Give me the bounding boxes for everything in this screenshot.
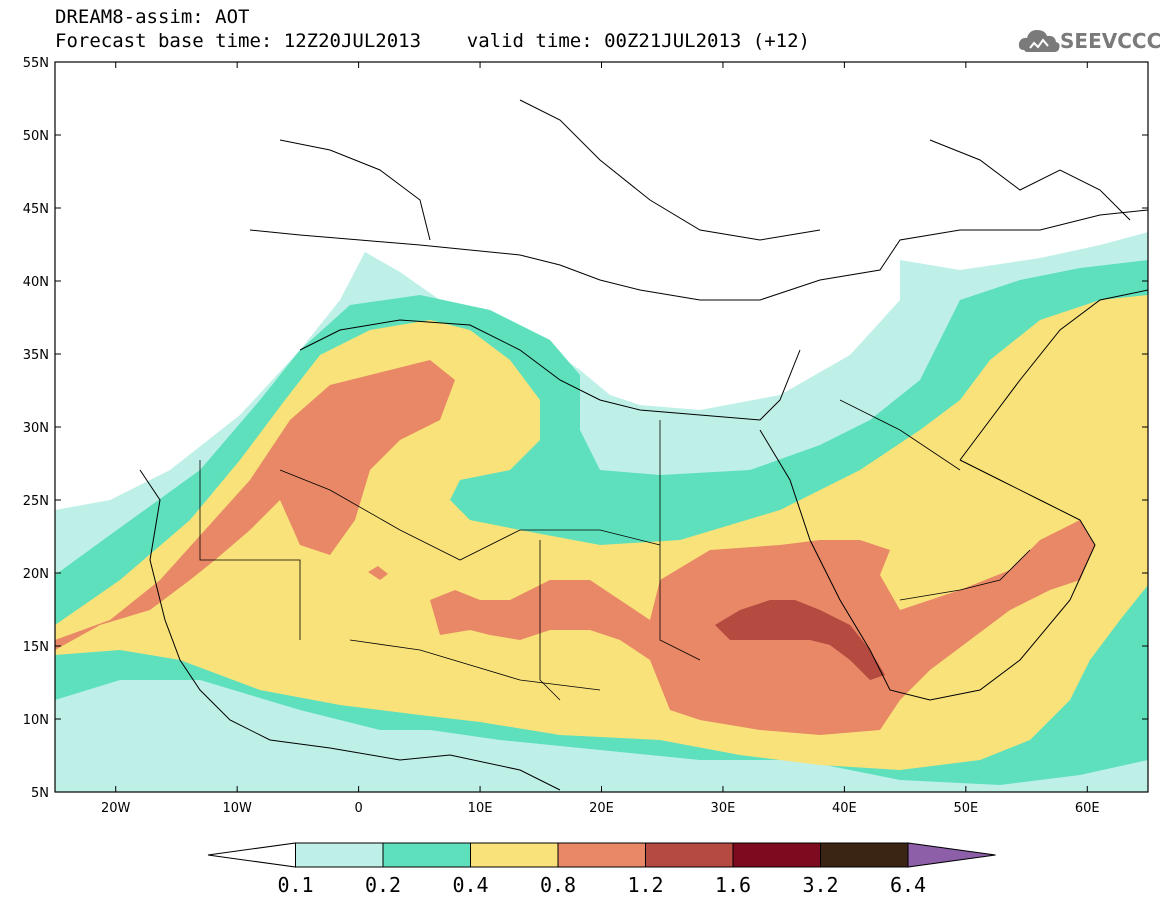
logo-text: SEEVCCC	[1060, 29, 1162, 53]
lon-tick-label: 60E	[1075, 801, 1100, 816]
lat-tick-label: 55N	[23, 56, 49, 71]
coastlines	[139, 99, 1148, 791]
colorbar-swatch	[820, 842, 909, 868]
colorbar-swatch	[382, 842, 471, 868]
borders	[199, 399, 1031, 701]
lon-tick-label: 10E	[468, 801, 493, 816]
lat-tick-label: 25N	[23, 494, 49, 509]
lat-tick-label: 20N	[23, 567, 49, 582]
colorbar: 0.1 0.2 0.4 0.8 1.2 1.6 3.2 6.4	[207, 842, 996, 897]
lon-tick-label: 20E	[589, 801, 614, 816]
colorbar-swatch	[645, 842, 734, 868]
colorbar-swatch	[557, 842, 646, 868]
longitude-axis: 20W 10W 0 10E 20E 30E 40E 50E 60E	[101, 62, 1100, 816]
colorbar-swatch	[470, 842, 559, 868]
colorbar-label: 1.2	[627, 873, 663, 897]
chart-title: DREAM8-assim: AOT	[55, 6, 250, 28]
lat-tick-label: 10N	[23, 713, 49, 728]
colorbar-arrow-high	[907, 842, 996, 868]
forecast-time-line: Forecast base time: 12Z20JUL2013 valid t…	[55, 30, 810, 52]
lat-tick-label: 45N	[23, 202, 49, 217]
colorbar-label: 0.4	[452, 873, 488, 897]
colorbar-swatch	[295, 842, 384, 868]
lat-tick-label: 35N	[23, 348, 49, 363]
lat-tick-label: 5N	[31, 786, 49, 801]
colorbar-label: 0.1	[277, 873, 313, 897]
colorbar-label: 0.8	[540, 873, 576, 897]
latitude-axis: 5N 10N 15N 20N 25N 30N 35N 40N 45N 50N 55N	[23, 56, 1148, 801]
aot-contours	[55, 62, 1148, 792]
lon-tick-label: 10W	[222, 801, 252, 816]
lon-tick-label: 30E	[711, 801, 736, 816]
colorbar-label: 0.2	[365, 873, 401, 897]
colorbar-arrow-low	[207, 842, 296, 868]
lon-tick-label: 40E	[832, 801, 857, 816]
colorbar-label: 6.4	[890, 873, 926, 897]
colorbar-label: 1.6	[715, 873, 751, 897]
lon-tick-label: 50E	[953, 801, 978, 816]
lon-tick-label: 20W	[101, 801, 131, 816]
lat-tick-label: 15N	[23, 640, 49, 655]
seevccc-logo	[1018, 24, 1148, 60]
lat-tick-label: 40N	[23, 275, 49, 290]
cloud-icon	[1018, 30, 1060, 52]
contour-1-2	[715, 600, 885, 680]
lat-tick-label: 30N	[23, 421, 49, 436]
colorbar-swatch	[732, 842, 821, 868]
lat-tick-label: 50N	[23, 129, 49, 144]
lon-tick-label: 0	[354, 801, 362, 816]
colorbar-label: 3.2	[802, 873, 838, 897]
